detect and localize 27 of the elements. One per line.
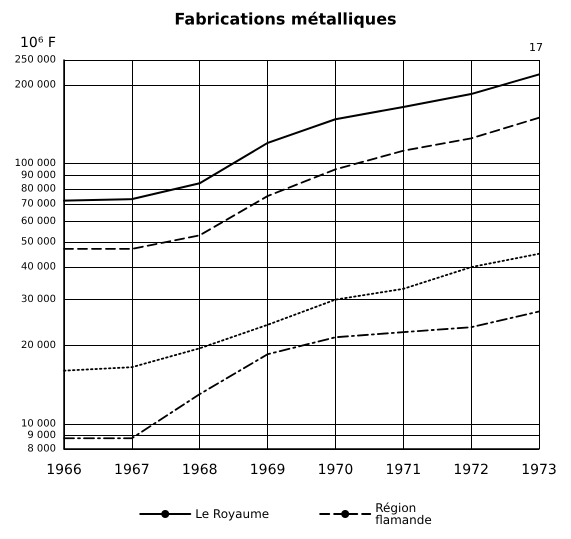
y-tick-label: 250 000: [14, 54, 56, 66]
legend-label: Région flamande: [375, 501, 432, 527]
y-tick-label: 70 000: [21, 198, 56, 210]
y-tick-label: 40 000: [21, 262, 56, 273]
y-tick-label: 80 000: [21, 183, 56, 194]
x-tick-label: 1971: [385, 462, 422, 478]
x-tick-label: 1972: [453, 462, 489, 478]
y-tick-label: 9 000: [27, 430, 56, 442]
x-tick-label: 1968: [182, 462, 218, 478]
x-tick-label: 1970: [318, 462, 354, 478]
x-tick-label: 1967: [114, 462, 150, 478]
x-tick-label: 1966: [46, 462, 82, 478]
y-axis-title: 10⁶ F: [20, 35, 56, 51]
y-tick-label: 200 000: [14, 80, 56, 91]
x-tick-label: 1973: [521, 462, 557, 478]
y-tick-label: 60 000: [21, 216, 56, 227]
text: 17: [529, 41, 544, 54]
y-tick-label: 30 000: [21, 294, 56, 306]
y-tick-label: 10 000: [21, 418, 56, 430]
chart-title: Fabrications métalliques: [174, 10, 397, 28]
legend-label: Le Royaume: [195, 507, 270, 521]
y-tick-label: 50 000: [21, 236, 56, 248]
y-tick-label: 90 000: [21, 170, 56, 181]
y-tick-label: 8 000: [27, 444, 56, 454]
y-tick-label: 20 000: [21, 340, 56, 351]
y-tick-label: 100 000: [14, 158, 56, 170]
x-tick-label: 1969: [250, 462, 286, 478]
